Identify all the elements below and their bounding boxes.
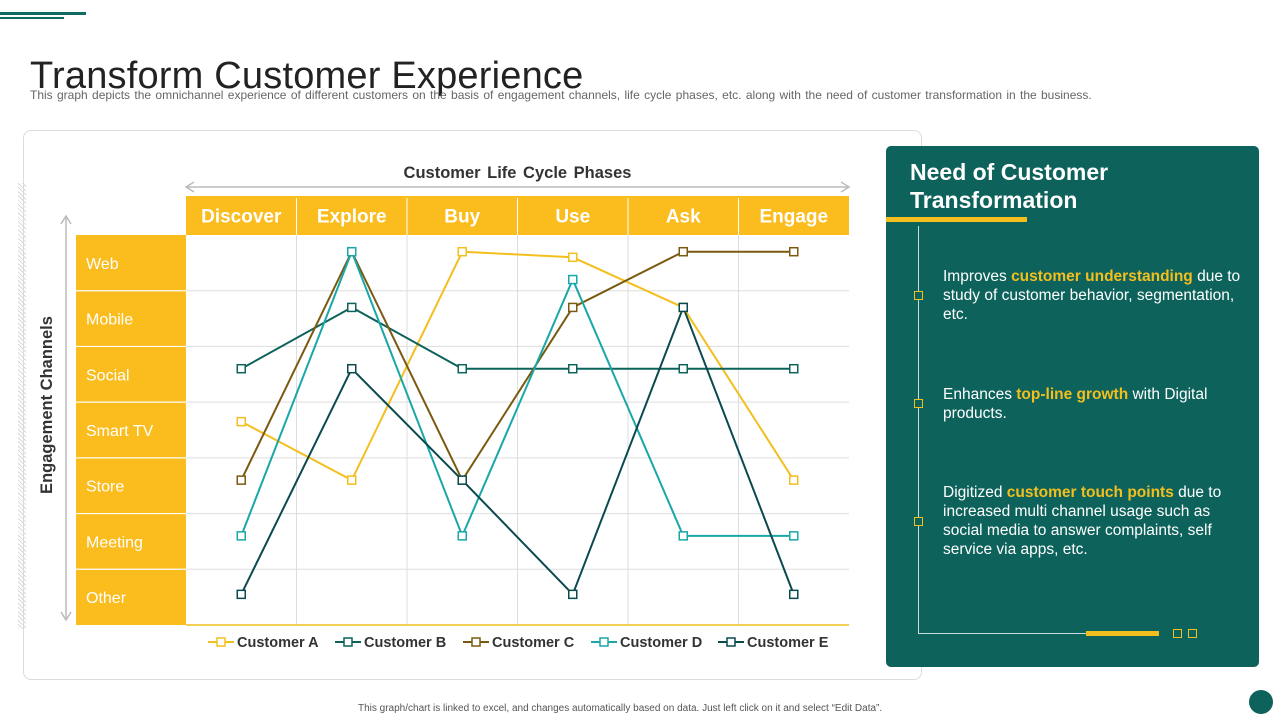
data-point-marker	[457, 475, 467, 485]
panel-item: Improves customer understanding due to s…	[943, 267, 1243, 324]
data-point-marker	[678, 363, 688, 374]
channel-label: Social	[86, 367, 130, 384]
legend-label: Customer B	[364, 635, 446, 651]
panel-timeline-line	[918, 226, 919, 634]
data-point-marker	[236, 589, 246, 600]
phase-label: Ask	[666, 207, 701, 228]
channel-label: Meeting	[86, 534, 143, 551]
panel-item-highlight: customer touch points	[1006, 484, 1174, 501]
legend-label: Customer E	[747, 635, 829, 651]
panel-title: Need of Customer Transformation	[910, 159, 1109, 213]
y-axis-title: Engagement Channels	[38, 316, 56, 494]
x-arrow-head-left	[184, 181, 195, 193]
series-line	[240, 306, 794, 370]
side-hatch-decoration	[18, 183, 26, 629]
panel-item-text: with Digital products.	[943, 386, 1208, 422]
bullet-icon	[914, 291, 923, 300]
data-point-marker	[789, 363, 799, 374]
phase-label: Discover	[201, 207, 282, 228]
series-line	[240, 249, 794, 483]
legend-marker	[599, 637, 609, 647]
top-accent-line-2	[0, 17, 64, 19]
data-point-marker	[789, 475, 799, 485]
legend-marker	[726, 637, 736, 647]
corner-dot	[1249, 690, 1273, 714]
data-point-marker	[568, 274, 578, 285]
panel-item: Digitized customer touch points due to i…	[943, 483, 1243, 559]
channel-label: Smart TV	[86, 423, 154, 440]
phase-label: Use	[555, 207, 590, 228]
data-point-marker	[568, 252, 578, 263]
data-point-marker	[568, 589, 578, 600]
panel-item-text: Enhances	[943, 386, 1017, 403]
data-point-marker	[789, 531, 799, 541]
panel-bottom-line	[918, 633, 1088, 634]
phase-label: Engage	[759, 207, 828, 228]
data-point-marker	[678, 302, 688, 313]
data-point-marker	[347, 475, 357, 485]
panel-item-text: due to increased multi channel usage suc…	[943, 484, 1222, 558]
bullet-icon	[914, 399, 923, 408]
series-line	[240, 304, 795, 597]
data-point-marker	[347, 363, 357, 374]
data-point-marker	[236, 416, 246, 427]
data-point-marker	[789, 246, 799, 257]
x-arrow-head-right	[840, 181, 851, 193]
phase-label: Buy	[444, 207, 480, 228]
panel-item-text: due to study of customer behavior, segme…	[943, 268, 1241, 323]
data-point-marker	[236, 475, 246, 485]
legend-label: Customer A	[237, 635, 319, 651]
data-point-marker	[568, 302, 578, 313]
data-point-marker	[678, 531, 688, 541]
panel-item-text: Improves	[943, 268, 1012, 285]
page-title: Transform Customer Experience	[30, 55, 584, 98]
data-point-marker	[789, 589, 799, 600]
data-point-marker	[568, 363, 578, 374]
data-point-marker	[236, 363, 246, 374]
panel-bottom-accent	[1086, 631, 1159, 636]
panel-item-highlight: top-line growth	[1016, 386, 1129, 403]
panel-square-icon	[1188, 629, 1197, 638]
y-arrow-head-top	[60, 214, 72, 225]
legend-label: Customer D	[620, 635, 702, 651]
channel-label: Other	[86, 590, 127, 607]
panel-square-icon	[1173, 629, 1182, 638]
data-point-marker	[678, 246, 688, 257]
channel-label: Web	[86, 256, 119, 273]
panel-item-text: Digitized	[943, 484, 1007, 501]
top-accent-line	[0, 12, 86, 15]
page-subtitle: This graph depicts the omnichannel exper…	[30, 88, 1092, 102]
data-point-marker	[457, 531, 467, 541]
channel-label: Store	[86, 479, 124, 496]
panel-item-highlight: customer understanding	[1011, 268, 1193, 285]
legend-marker	[471, 637, 481, 647]
transformation-panel: Need of Customer Transformation Improves…	[886, 146, 1259, 667]
panel-item: Enhances top-line growth with Digital pr…	[943, 385, 1243, 423]
bullet-icon	[914, 517, 923, 526]
legend-marker	[343, 637, 353, 647]
panel-title-underline	[886, 217, 1027, 222]
data-point-marker	[347, 246, 357, 257]
data-point-marker	[457, 363, 467, 374]
series-line	[240, 248, 794, 539]
data-point-marker	[347, 302, 357, 313]
footer-note: This graph/chart is linked to excel, and…	[358, 703, 883, 714]
channel-label: Mobile	[86, 312, 133, 329]
series-line	[240, 250, 795, 482]
data-point-marker	[457, 246, 467, 257]
legend-marker	[216, 637, 226, 647]
y-arrow-head-bottom	[60, 611, 72, 622]
phase-label: Explore	[317, 207, 387, 228]
legend-label: Customer C	[492, 635, 575, 651]
x-axis-title: Customer Life Cycle Phases	[404, 164, 632, 182]
channel-label-column	[76, 235, 186, 625]
data-point-marker	[236, 531, 246, 541]
